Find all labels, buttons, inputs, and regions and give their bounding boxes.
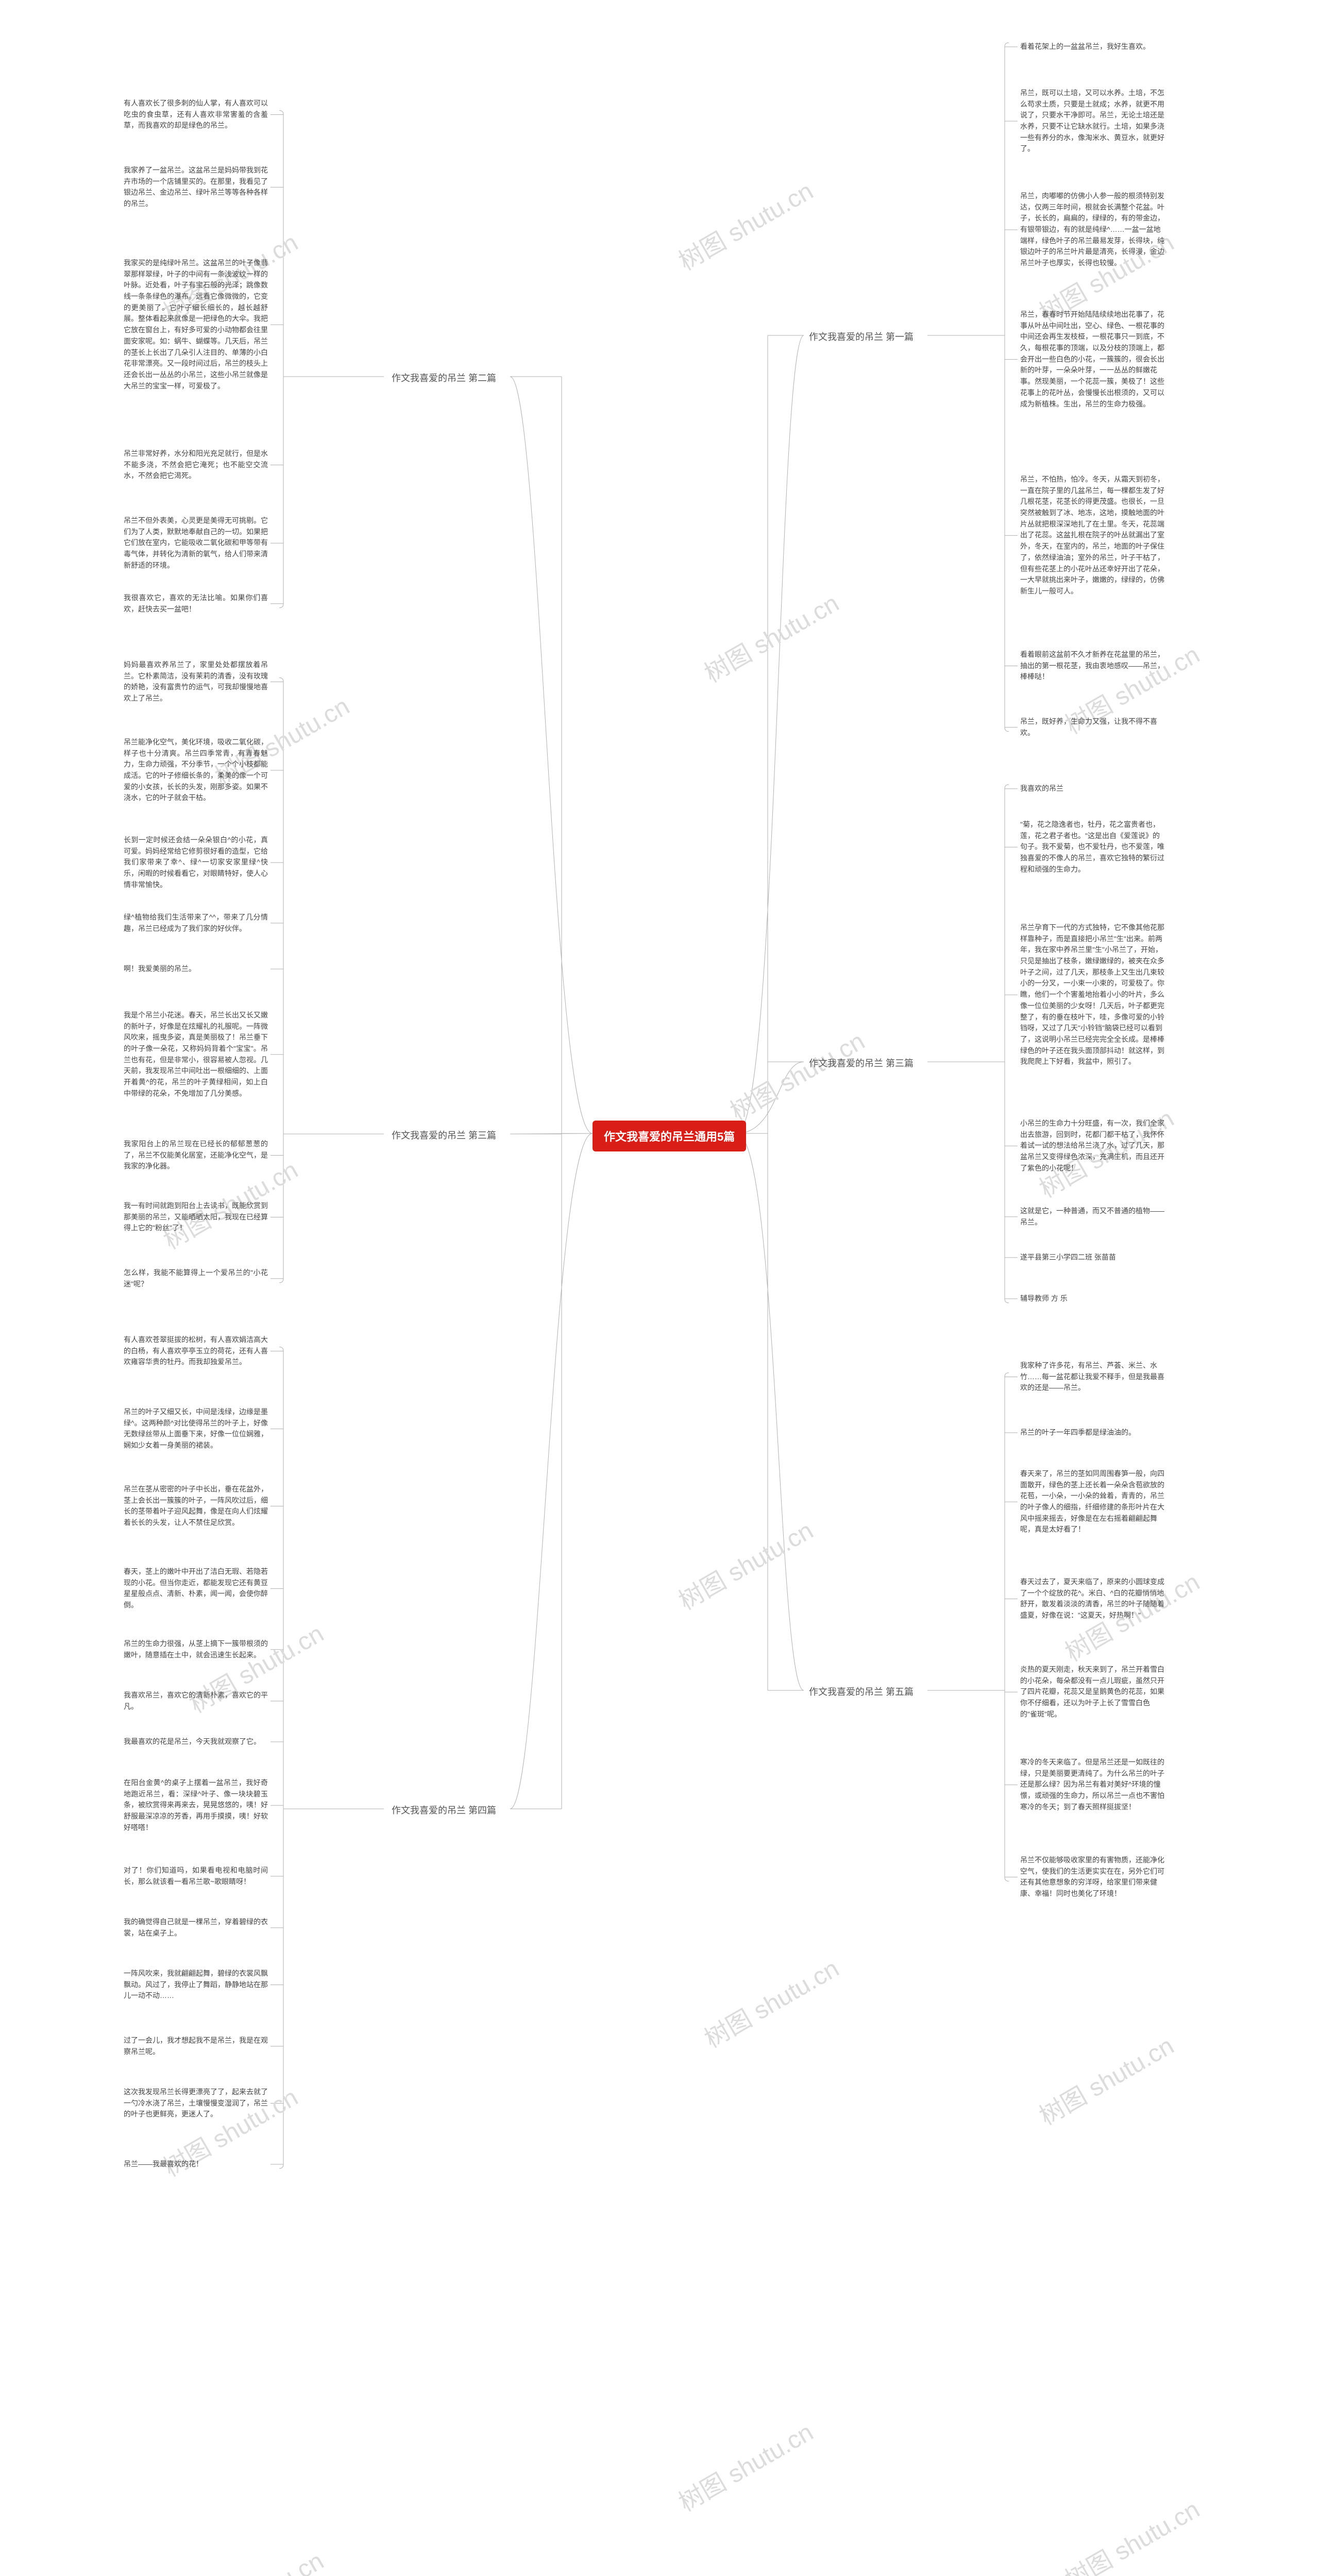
center-node: 作文我喜爱的吊兰通用5篇	[593, 1121, 746, 1151]
leaf-node: 我最喜欢的花是吊兰，今天我就观察了它。	[124, 1736, 268, 1748]
leaf-node: 有人喜欢长了很多刺的仙人掌，有人喜欢可以吃虫的食虫草，还有人喜欢非常害羞的含羞草…	[124, 98, 268, 131]
leaf-node: 绿^植物给我们生活带来了^^，带来了几分情趣，吊兰已经成为了我们家的好伙伴。	[124, 912, 268, 934]
leaf-node: 吊兰能净化空气，美化环境，吸收二氧化碳，样子也十分清爽。吊兰四季常青，有青春魅力…	[124, 737, 268, 804]
leaf-node: 寒冷的冬天来临了。但是吊兰还是一如既往的绿，只是美丽要更清纯了。为什么吊兰的叶子…	[1020, 1757, 1164, 1812]
leaf-node: 吊兰在茎从密密的叶子中长出，垂在花盆外，茎上会长出一簇簇的叶子，一阵风吹过后，细…	[124, 1484, 268, 1529]
leaf-node: 吊兰，肉嘟嘟的仿佛小人参一般的根须特别发达，仅两三年时间，根就会长满整个花盆。叶…	[1020, 191, 1164, 269]
leaf-node: "菊，花之隐逸者也，牡丹，花之富贵者也，莲，花之君子者也。"这是出自《爱莲说》的…	[1020, 819, 1164, 875]
branch-label: 作文我喜爱的吊兰 第三篇	[809, 1056, 914, 1070]
leaf-node: 吊兰，既好养，生命力又强，让我不得不喜欢。	[1020, 716, 1164, 738]
leaf-node: 吊兰不但外表美，心灵更是美得无可挑剔。它们为了人类，默默地奉献自己的一切。如果把…	[124, 515, 268, 571]
leaf-node: 这就是它，一种普通，而又不普通的植物——吊兰。	[1020, 1206, 1164, 1228]
leaf-node: 有人喜欢苍翠挺拔的松树，有人喜欢娟洁高大的白杨，有人喜欢亭亭玉立的荷花，还有人喜…	[124, 1334, 268, 1368]
leaf-node: 看着眼前这盆前不久才新养在花盆里的吊兰，抽出的第一根花茎，我由衷地感叹——吊兰，…	[1020, 649, 1164, 683]
leaf-node: 小吊兰的生命力十分旺盛，有一次，我们全家出去旅游，回到时，花都门都干枯了，我怀怀…	[1020, 1118, 1164, 1174]
leaf-node: 吊兰，不怕热，怕冷。冬天，从霜天到初冬，一直在院子里的几盆吊兰，每一棵都生发了好…	[1020, 474, 1164, 597]
leaf-node: 这次我发现吊兰长得更漂亮了了，起来去就了一勺冷水浇了吊兰，土壤慢慢变湿润了，吊兰…	[124, 2087, 268, 2120]
leaf-node: 春天过去了，夏天来临了，原来的小圆球变成了一个个绽放的花^。米白、^白的花瓣悄悄…	[1020, 1577, 1164, 1621]
watermark: 树图 shutu.cn	[1031, 2026, 1179, 2132]
mindmap-canvas: 树图 shutu.cn 树图 shutu.cn 树图 shutu.cn 树图 shut…	[0, 0, 1319, 2576]
leaf-node: 春天，茎上的嫩叶中开出了洁白无瑕、若隐若现的小花。但当你走近，都能发现它还有黄豆…	[124, 1566, 268, 1611]
leaf-node: 怎么样，我能不能算得上一个爱吊兰的"小花迷"呢？	[124, 1267, 268, 1290]
leaf-node: 过了一会儿，我才想起我不是吊兰，我是在观察吊兰呢。	[124, 2035, 268, 2057]
leaf-node: 一阵风吹来，我就翩翩起舞，碧绿的衣裳风飘飘动。风过了，我停止了舞蹈，静静地站在那…	[124, 1968, 268, 2002]
branch-label: 作文我喜爱的吊兰 第五篇	[809, 1685, 914, 1698]
leaf-node: 吊兰孕育下一代的方式独特，它不像其他花那样靠种子，而是直接把小吊兰"生"出来。前…	[1020, 922, 1164, 1067]
watermark: 树图 shutu.cn	[671, 1511, 819, 1617]
watermark: 树图 shutu.cn	[722, 1021, 870, 1127]
branch-label: 作文我喜爱的吊兰 第二篇	[392, 371, 496, 384]
leaf-node: 我家种了许多花，有吊兰、芦荟、米兰、水竹……每一盆花都让我爱不释手，但是我最喜欢…	[1020, 1360, 1164, 1394]
leaf-node: 辅导教师 方 乐	[1020, 1293, 1164, 1304]
leaf-node: 我家阳台上的吊兰现在已经长的郁郁葱葱的了，吊兰不仅能美化居室，还能净化空气，是我…	[124, 1139, 268, 1172]
leaf-node: 我很喜欢它，喜欢的无法比喻。如果你们喜欢，赶快去买一盆吧！	[124, 592, 268, 615]
leaf-node: 吊兰——我最喜欢的花！	[124, 2159, 268, 2170]
leaf-node: 啊！我爱美丽的吊兰。	[124, 963, 268, 975]
leaf-node: 春天来了，吊兰的茎如同周围春笋一般，向四面散开，绿色的茎上还长着一朵朵含苞欲放的…	[1020, 1468, 1164, 1535]
watermark: 树图 shutu.cn	[697, 1948, 844, 2055]
leaf-node: 吊兰的生命力很强，从茎上摘下一簇带根须的嫩叶，随意插在土中，就会迅速生长起来。	[124, 1638, 268, 1660]
leaf-node: 吊兰，春春时节开始陆陆续续地出花事了，花事从叶丛中间吐出，空心、绿色、一根花事的…	[1020, 309, 1164, 410]
leaf-node: 遂平县第三小学四二班 张苗苗	[1020, 1252, 1164, 1263]
leaf-node: 我一有时间就跑到阳台上去读书，既能欣赏到那美丽的吊兰，又能晒晒太阳，我现在已经算…	[124, 1200, 268, 1234]
branch-label: 作文我喜爱的吊兰 第四篇	[392, 1803, 496, 1817]
leaf-node: 我的确觉得自己就是一棵吊兰，穿着碧绿的衣裳，站在桌子上。	[124, 1917, 268, 1939]
watermark: 树图 shutu.cn	[181, 2541, 329, 2576]
leaf-node: 吊兰，既可以土培，又可以水养。土培，不怎么苟求土质，只要是土就成；水养，就更不用…	[1020, 88, 1164, 155]
leaf-node: 吊兰非常好养，水分和阳光充足就行，但是水不能多浇，不然会把它淹死；也不能空交流水…	[124, 448, 268, 482]
leaf-node: 我家养了一盆吊兰。这盆吊兰是妈妈带我到花卉市场的一个店铺里买的。在那里，我看见了…	[124, 165, 268, 210]
branch-label: 作文我喜爱的吊兰 第三篇	[392, 1128, 496, 1142]
watermark: 树图 shutu.cn	[671, 2412, 819, 2518]
leaf-node: 吊兰的叶子又细又长，中间是浅绿，边缘是墨绿^。这两种颜^对比使得吊兰的叶子上，好…	[124, 1406, 268, 1451]
leaf-node: 看着花架上的一盆盆吊兰，我好生喜欢。	[1020, 41, 1164, 53]
leaf-node: 我是个吊兰小花迷。春天，吊兰长出又长又嫩的新叶子，好像是在炫耀礼的礼服呢。一阵微…	[124, 1010, 268, 1099]
leaf-node: 吊兰的叶子一年四季都是绿油油的。	[1020, 1427, 1164, 1438]
leaf-node: 我家买的是纯绿叶吊兰。这盆吊兰的叶子像翡翠那样翠绿，叶子的中间有一条浅波纹一样的…	[124, 258, 268, 392]
leaf-node: 对了！你们知道吗，如果看电视和电脑时间长，那么就该看一看吊兰歌~歌眼睛呀！	[124, 1865, 268, 1887]
leaf-node: 长到一定时候还会结一朵朵银白^的小花，真可爱。妈妈经常给它修剪很好看的造型，它给…	[124, 835, 268, 890]
leaf-node: 我喜欢的吊兰	[1020, 783, 1164, 794]
leaf-node: 妈妈最喜欢养吊兰了，家里处处都摆放着吊兰。它朴素简洁，没有茉莉的清香，没有玫瑰的…	[124, 659, 268, 704]
leaf-node: 我喜欢吊兰，喜欢它的清新朴素，喜欢它的平凡。	[124, 1690, 268, 1712]
watermark: 树图 shutu.cn	[1057, 2489, 1205, 2576]
leaf-node: 在阳台金黄^的桌子上摆着一盆吊兰，我好奇地跑近吊兰，看：深绿^叶子、像一块块碧玉…	[124, 1777, 268, 1833]
watermark: 树图 shutu.cn	[697, 583, 844, 689]
leaf-node: 吊兰不仅能够吸收家里的有害物质，还能净化空气，使我们的生活更实实在在，另外它们可…	[1020, 1855, 1164, 1900]
branch-label: 作文我喜爱的吊兰 第一篇	[809, 330, 914, 343]
watermark: 树图 shutu.cn	[671, 171, 819, 277]
leaf-node: 炎热的夏天刚走，秋天来到了，吊兰开着雪白的小花朵，每朵都没有一点儿瑕疵，虽然只开…	[1020, 1664, 1164, 1720]
